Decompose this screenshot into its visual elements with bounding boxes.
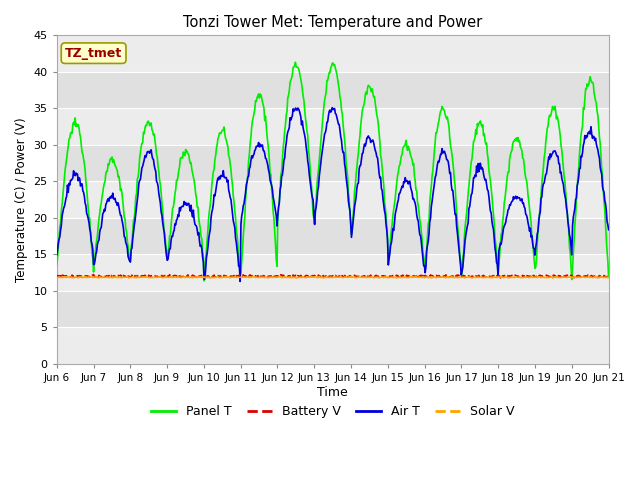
Battery V xyxy=(400,274,408,279)
Solar V xyxy=(417,275,425,280)
Air T xyxy=(205,236,212,242)
Air T xyxy=(120,226,127,232)
Solar V xyxy=(63,275,70,280)
Panel T xyxy=(120,206,127,212)
Panel T xyxy=(63,156,70,162)
Solar V xyxy=(177,275,184,280)
Panel T xyxy=(401,142,409,147)
Solar V xyxy=(206,275,214,281)
Line: Air T: Air T xyxy=(57,108,609,281)
X-axis label: Time: Time xyxy=(317,385,348,398)
Air T xyxy=(417,239,425,245)
Battery V xyxy=(529,272,536,277)
Battery V xyxy=(205,274,212,279)
Battery V xyxy=(120,273,127,278)
Solar V xyxy=(401,274,409,280)
Bar xyxy=(57,291,609,327)
Line: Battery V: Battery V xyxy=(57,275,609,278)
Panel T xyxy=(205,207,213,213)
Solar V xyxy=(120,274,127,280)
Solar V xyxy=(605,275,612,280)
Air T xyxy=(328,105,336,110)
Battery V xyxy=(416,274,424,279)
Bar xyxy=(57,108,609,145)
Air T xyxy=(63,193,70,199)
Solar V xyxy=(205,275,213,281)
Panel T xyxy=(292,60,300,65)
Air T xyxy=(53,252,61,258)
Bar xyxy=(57,218,609,254)
Air T xyxy=(401,175,409,180)
Line: Solar V: Solar V xyxy=(57,276,609,278)
Battery V xyxy=(176,273,184,279)
Air T xyxy=(236,278,244,284)
Panel T xyxy=(53,262,61,268)
Y-axis label: Temperature (C) / Power (V): Temperature (C) / Power (V) xyxy=(15,117,28,282)
Bar xyxy=(57,36,609,72)
Bar xyxy=(57,327,609,364)
Battery V xyxy=(605,274,612,280)
Title: Tonzi Tower Met: Temperature and Power: Tonzi Tower Met: Temperature and Power xyxy=(183,15,483,30)
Bar xyxy=(57,145,609,181)
Battery V xyxy=(63,273,70,279)
Bar xyxy=(57,254,609,291)
Bar xyxy=(57,72,609,108)
Legend: Panel T, Battery V, Air T, Solar V: Panel T, Battery V, Air T, Solar V xyxy=(146,400,519,423)
Panel T xyxy=(200,278,208,284)
Solar V xyxy=(156,274,163,279)
Text: TZ_tmet: TZ_tmet xyxy=(65,47,122,60)
Bar xyxy=(57,181,609,218)
Battery V xyxy=(53,273,61,279)
Air T xyxy=(605,227,612,233)
Air T xyxy=(176,205,184,211)
Line: Panel T: Panel T xyxy=(57,62,609,281)
Panel T xyxy=(605,275,612,280)
Panel T xyxy=(417,229,425,235)
Panel T xyxy=(176,164,184,170)
Solar V xyxy=(53,275,61,280)
Battery V xyxy=(497,275,504,281)
